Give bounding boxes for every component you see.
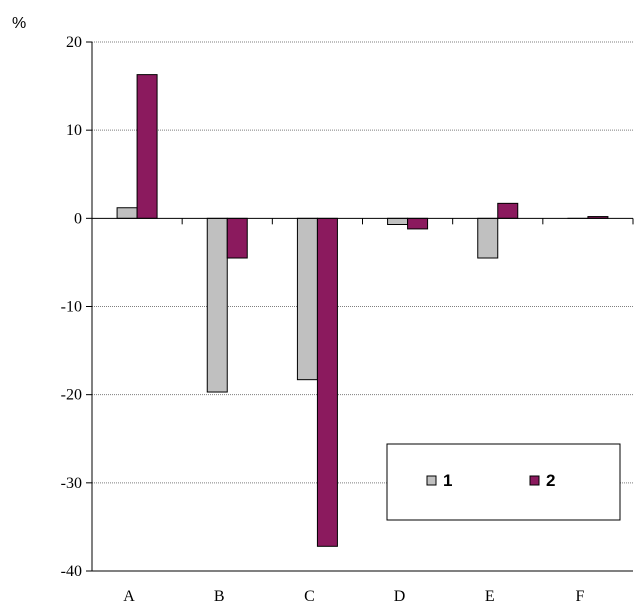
bars — [116, 74, 609, 547]
legend-label-series-2: 2 — [546, 471, 555, 490]
bar-series-1-E — [477, 217, 499, 259]
y-tick-label: -30 — [61, 475, 82, 492]
legend: 1 2 — [386, 443, 621, 521]
bar-series-1-C — [296, 217, 318, 381]
axes — [86, 41, 634, 572]
y-tick-label: 0 — [74, 210, 82, 227]
tick-labels: 20 10 0 -10 -20 -30 -40 A B C D E F — [61, 34, 585, 605]
y-tick-label: -40 — [61, 563, 82, 580]
bar-series-1-D — [387, 217, 409, 226]
y-tick-label: -20 — [61, 387, 82, 404]
x-tick-label-C: C — [304, 588, 315, 605]
x-tick-label-D: D — [394, 588, 406, 605]
y-tick-label: 20 — [66, 34, 82, 51]
bar-series-2-E — [497, 202, 519, 219]
x-tick-label-B: B — [214, 588, 225, 605]
legend-box — [386, 443, 621, 521]
bar-series-1-A — [116, 207, 138, 219]
x-tick-label-E: E — [485, 588, 495, 605]
bar-series-2-B — [226, 217, 248, 259]
legend-swatch-series-1 — [426, 475, 437, 486]
bar-series-2-C — [316, 217, 338, 547]
bar-series-2-D — [407, 217, 429, 230]
y-tick-label: 10 — [66, 122, 82, 139]
x-tick-label-A: A — [123, 588, 135, 605]
bar-series-1-B — [206, 217, 228, 393]
bar-series-2-A — [136, 74, 158, 219]
legend-swatch-series-2 — [529, 475, 540, 486]
y-tick-label: -10 — [61, 299, 82, 316]
x-tick-label-F: F — [575, 588, 584, 605]
y-axis-unit-label: % — [12, 15, 26, 32]
legend-label-series-1: 1 — [443, 471, 452, 490]
